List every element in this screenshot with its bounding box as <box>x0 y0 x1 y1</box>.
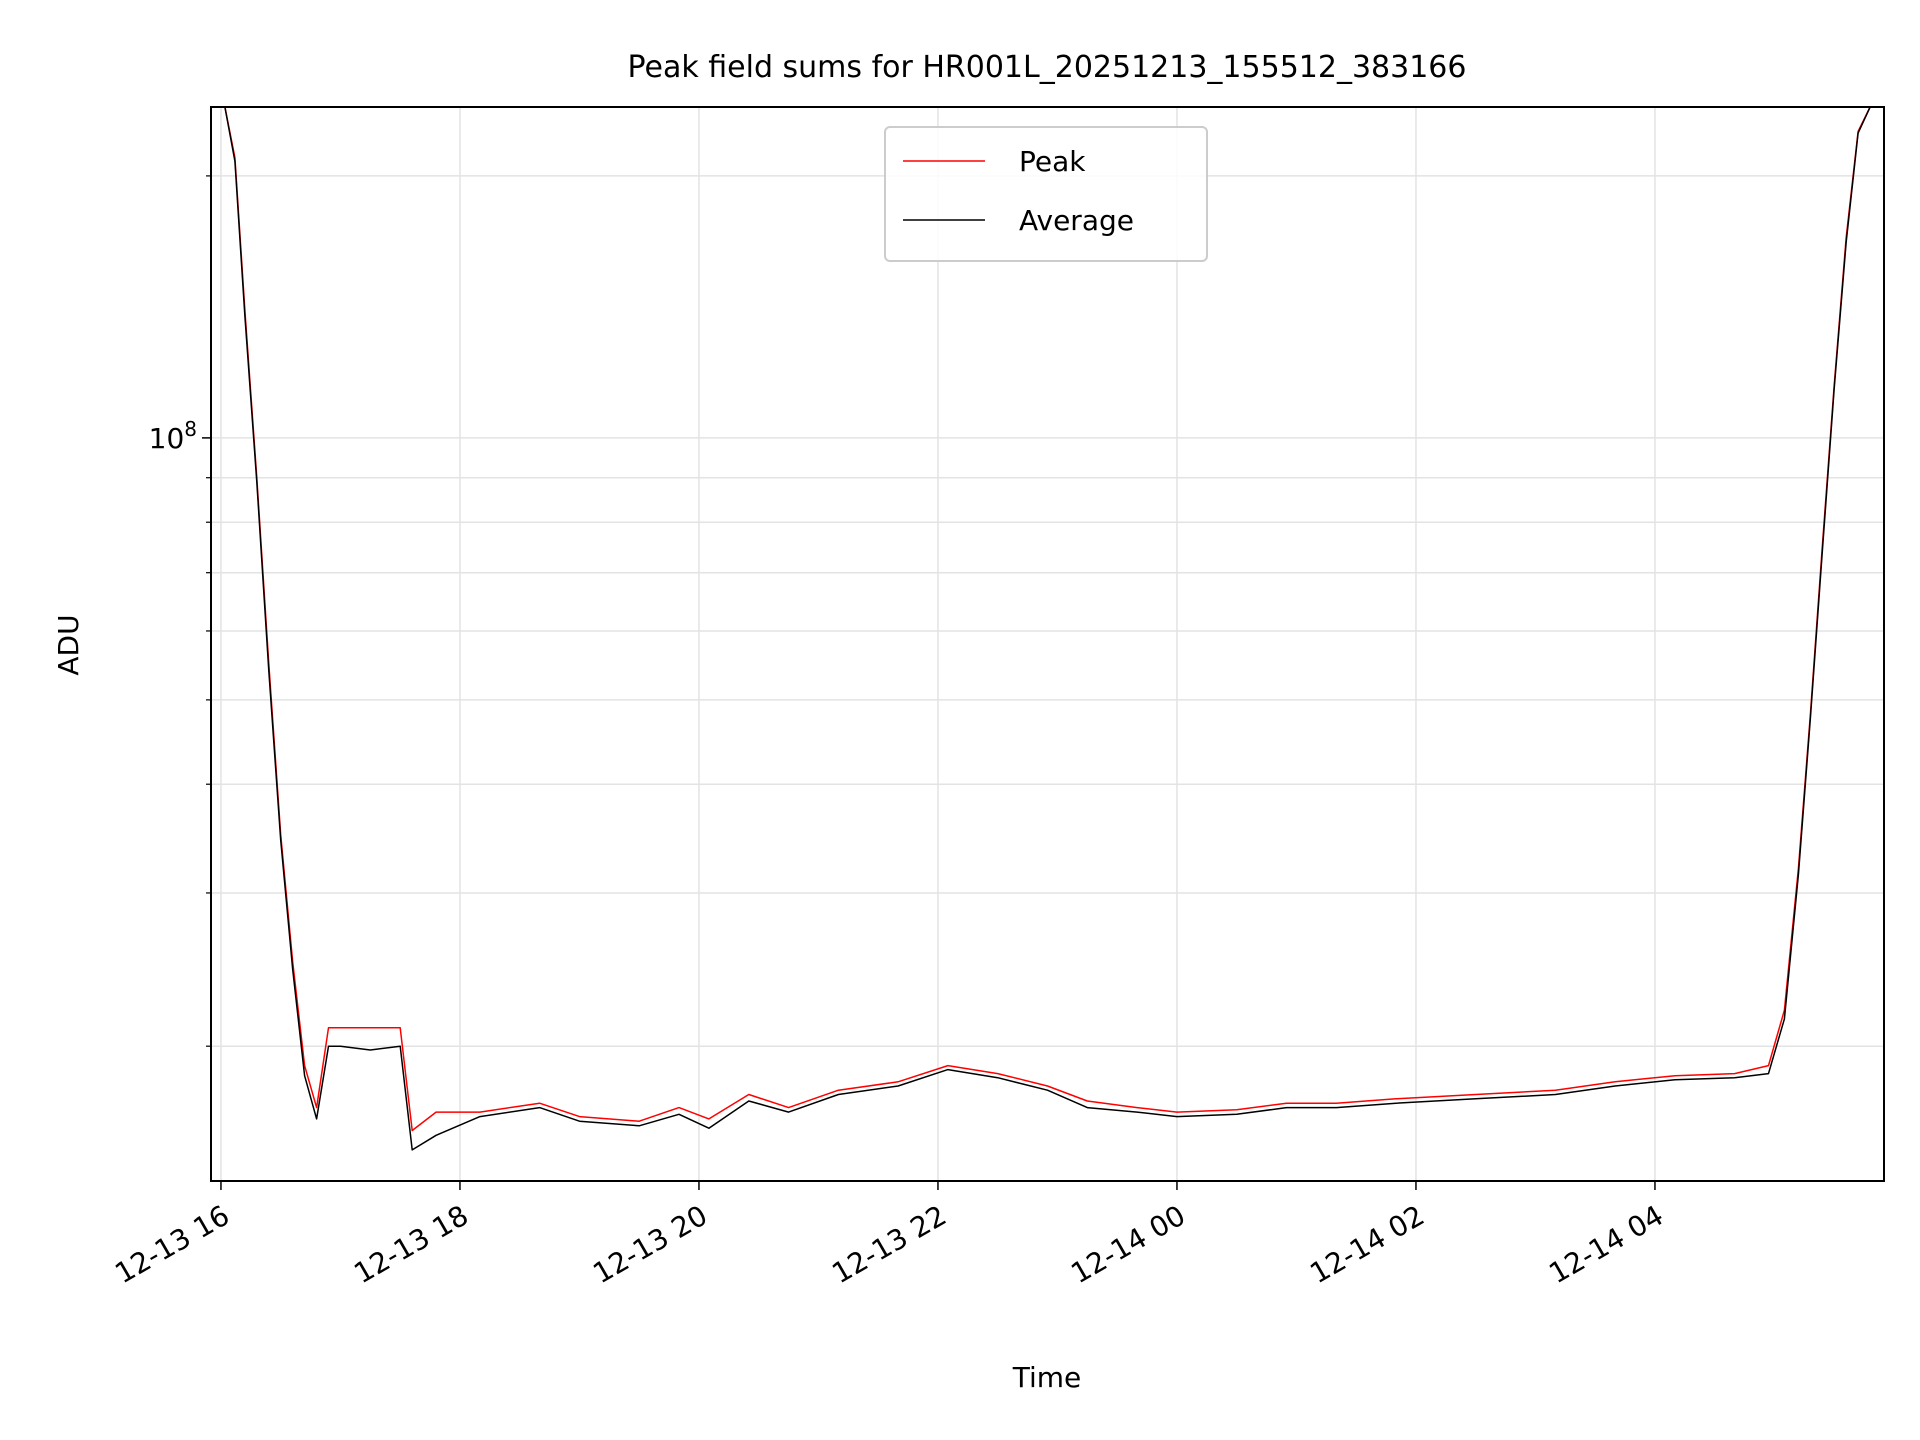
x-tick-label: 12-13 18 <box>348 1199 474 1291</box>
series-line-average <box>224 107 1871 1151</box>
x-tick-label: 12-14 02 <box>1304 1199 1430 1291</box>
plot-area <box>224 107 1871 1151</box>
x-axis-label: Time <box>1012 1361 1082 1394</box>
legend: Peak Average <box>884 126 1208 262</box>
x-tick-label: 12-13 20 <box>587 1199 713 1291</box>
series-line-peak <box>224 107 1871 1132</box>
legend-label-average: Average <box>1019 204 1134 237</box>
x-tick-label: 12-14 00 <box>1065 1199 1191 1291</box>
x-tick-label: 12-14 04 <box>1543 1199 1669 1291</box>
y-axis-label: ADU <box>52 614 85 675</box>
y-tick-label: 108 <box>149 417 197 455</box>
x-tick-label: 12-13 22 <box>826 1199 952 1291</box>
axes-frame <box>210 106 1885 1182</box>
y-axis: 108 <box>149 175 211 1047</box>
legend-label-peak: Peak <box>1019 145 1086 178</box>
grid <box>211 107 1884 1181</box>
x-tick-label: 12-13 16 <box>109 1199 235 1291</box>
x-axis: 12-13 16 12-13 18 12-13 20 12-13 22 12-14 00… <box>109 1181 1669 1290</box>
chart-title: Peak field sums for HR001L_20251213_1555… <box>628 50 1467 85</box>
